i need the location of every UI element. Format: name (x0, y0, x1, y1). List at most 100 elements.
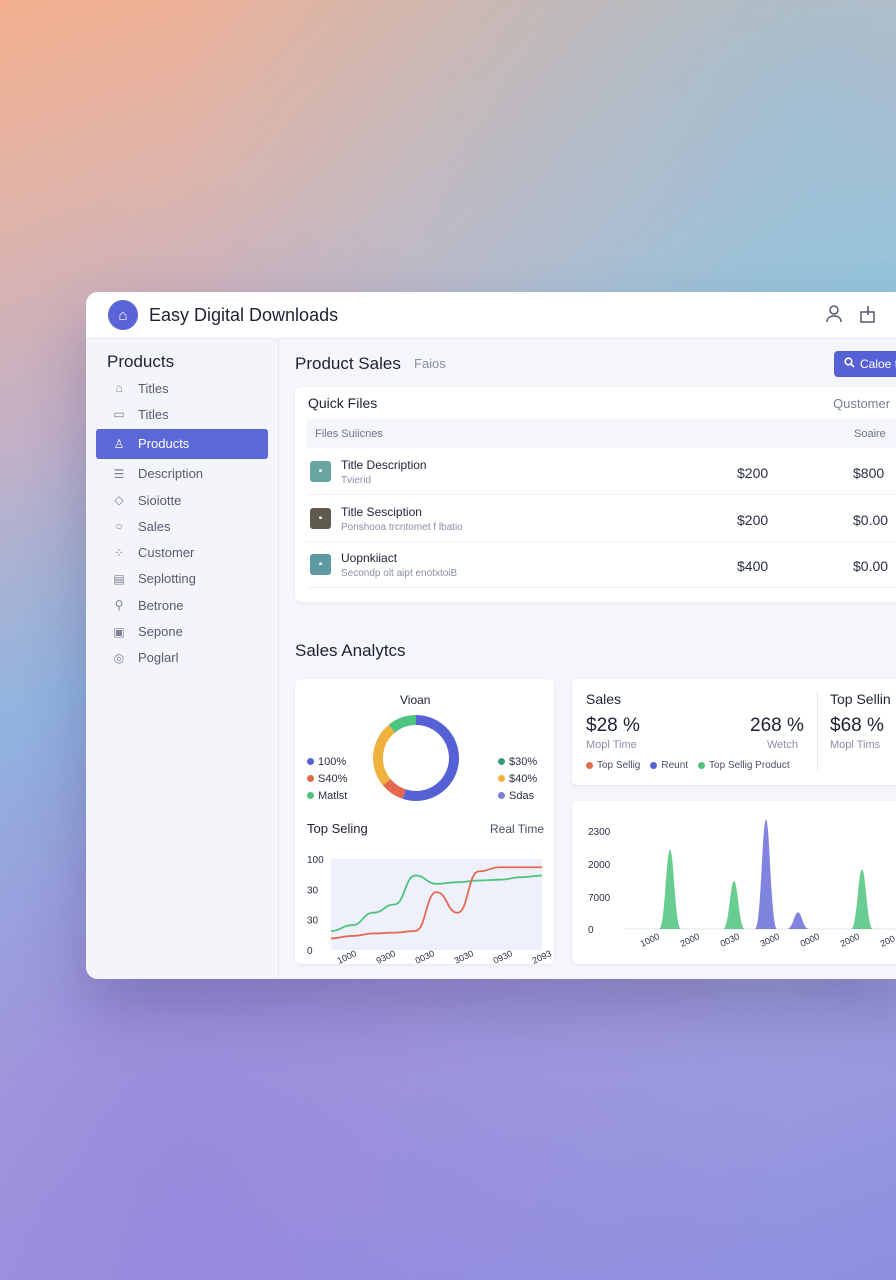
legend-dot-icon (307, 758, 314, 765)
y-tick-label: 30 (307, 916, 319, 927)
x-tick-label: 2093 (531, 948, 553, 964)
x-tick-label: 1000 (639, 931, 661, 949)
sidebar-item-label: Products (138, 436, 190, 452)
legend-label: $40% (509, 772, 538, 785)
sidebar-item-3[interactable]: ☰ Description (96, 461, 268, 487)
x-tick-label: 0030 (719, 931, 741, 949)
sidebar-item-7[interactable]: ▤ Seplotting (96, 566, 268, 592)
sidebar-item-0[interactable]: ⌂ Titles (96, 375, 268, 401)
action-button[interactable]: Caloe t (834, 351, 896, 377)
user-icon: ♙ (113, 436, 125, 451)
table-row[interactable]: ▪ Uopnkiiact Secondp olt aipt enotxtoiB $40… (307, 542, 896, 588)
y-tick-label: 2300 (588, 827, 611, 838)
sidebar-item-8[interactable]: ⚲ Betrone (96, 592, 268, 618)
page-subtitle: Faios (414, 356, 446, 371)
sidebar-item-9[interactable]: ▣ Sepone (96, 618, 268, 644)
legend-item: $40% (498, 770, 537, 787)
row-total: $0.00 (853, 558, 889, 574)
legend-item: 100% (307, 753, 347, 770)
user-icon[interactable] (824, 304, 844, 326)
legend-label: 100% (318, 755, 347, 768)
sidebar-item-1[interactable]: ▭ Titles (96, 401, 268, 427)
row-total: $800 (853, 465, 885, 481)
list-icon: ☰ (113, 466, 125, 481)
sales-sub-1: Mopl Time (586, 739, 637, 751)
peak-series-0-point-7 (851, 869, 873, 929)
title-bar: ⌂ Easy Digital Downloads (86, 292, 896, 339)
sidebar-item-6[interactable]: ⁘ Customer (96, 539, 268, 565)
table-row[interactable]: ▪ Title Sesciption Ponshooa trcntomet f lb… (307, 496, 896, 542)
table-row[interactable]: ▪ Title Description Tvierid $200 $800 (307, 449, 896, 495)
sidebar-item-2[interactable]: ♙ Products (96, 428, 268, 459)
line-chart-title: Top Seling (307, 821, 368, 836)
peak-series-0-point-3 (723, 880, 745, 929)
donut-slice-3 (388, 715, 417, 733)
x-tick-label: 1000 (336, 948, 358, 964)
sidebar-item-label: Seplotting (138, 571, 196, 587)
legend-label: Matlst (318, 789, 348, 802)
sales-value-1: $28 % (586, 715, 640, 736)
file-thumbnail-icon: ▪ (310, 507, 331, 529)
legend-item: Top Sellig Product (698, 760, 790, 771)
x-tick-label: 0000 (799, 931, 821, 949)
x-tick-label: 2000 (839, 931, 861, 949)
sales-sub-3: Mopl Tims (830, 739, 881, 751)
legend-item: $30% (498, 753, 537, 770)
donut-chart (373, 715, 459, 801)
legend-dot-icon (307, 775, 314, 782)
row-title: Uopnkiiact (341, 551, 398, 565)
y-tick-label: 0 (588, 925, 594, 936)
line-series-1 (330, 866, 542, 940)
sidebar-item-label: Poglarl (138, 650, 179, 666)
sidebar-item-label: Sepone (138, 624, 183, 640)
legend-label: Top Sellig Product (709, 760, 790, 771)
divider (817, 691, 818, 771)
legend-label: Top Sellig (597, 760, 641, 771)
circle-icon: ○ (115, 519, 123, 534)
sidebar-item-label: Betrone (138, 597, 184, 613)
sidebar-item-10[interactable]: ◎ Poglarl (96, 645, 268, 671)
sidebar-item-label: Sales (138, 518, 171, 534)
sidebar-item-4[interactable]: ◇ Sioiotte (96, 487, 268, 513)
card-icon: ▤ (113, 571, 125, 586)
legend-item: Top Sellig (586, 760, 640, 771)
search-icon (844, 357, 855, 371)
doc-icon: ▣ (113, 624, 125, 639)
row-title: Title Sesciption (341, 504, 422, 519)
x-tick-label: 9300 (375, 948, 397, 964)
legend-dot-icon (498, 792, 505, 799)
file-thumbnail-icon: ▪ (310, 461, 331, 482)
donut-card: Vioan 100% S40% Matlst $30% $40% Sdas Top Se… (295, 679, 554, 964)
customer-label[interactable]: Qustomer (833, 396, 891, 411)
y-tick-label: 2000 (588, 860, 611, 871)
top-selling-title: Top Sellin (830, 691, 891, 707)
peak-series-0-point-1 (659, 849, 681, 929)
sales-legend: Top Sellig Reunt Top Sellig Product (586, 760, 790, 771)
y-tick-label: 7000 (588, 893, 611, 904)
peaks-card: 2300 2000 7000 0 1000 2000 0030 3000 0000 2000 200 (572, 801, 896, 964)
export-icon[interactable] (858, 304, 878, 326)
x-tick-label: 2000 (679, 931, 701, 949)
legend-dot-icon (498, 775, 505, 782)
legend-label: $30% (509, 755, 538, 768)
settings-icon: ◎ (113, 650, 125, 665)
sidebar-item-label: Titles (138, 380, 169, 396)
x-tick-label: 0930 (492, 948, 514, 964)
sidebar-item-label: Customer (138, 545, 195, 561)
sidebar-heading: Products (107, 352, 175, 371)
sales-value-3: $68 % (830, 715, 884, 736)
line-series-0 (330, 874, 543, 932)
sales-value-2: 268 % (750, 715, 804, 736)
row-title: Title Description (341, 458, 427, 472)
header-icons (824, 304, 878, 326)
sidebar-item-5[interactable]: ○ Sales (96, 513, 268, 539)
action-button-label: Caloe t (860, 357, 896, 371)
donut-slice-0 (402, 715, 459, 801)
donut-slice-2 (373, 724, 396, 786)
legend-label: S40% (318, 772, 348, 785)
legend-item: S40% (307, 770, 347, 787)
section-title: Sales Analytcs (295, 641, 406, 660)
table-header-left: Files Suiicnes (315, 427, 383, 440)
tag-icon: ◇ (114, 493, 124, 508)
